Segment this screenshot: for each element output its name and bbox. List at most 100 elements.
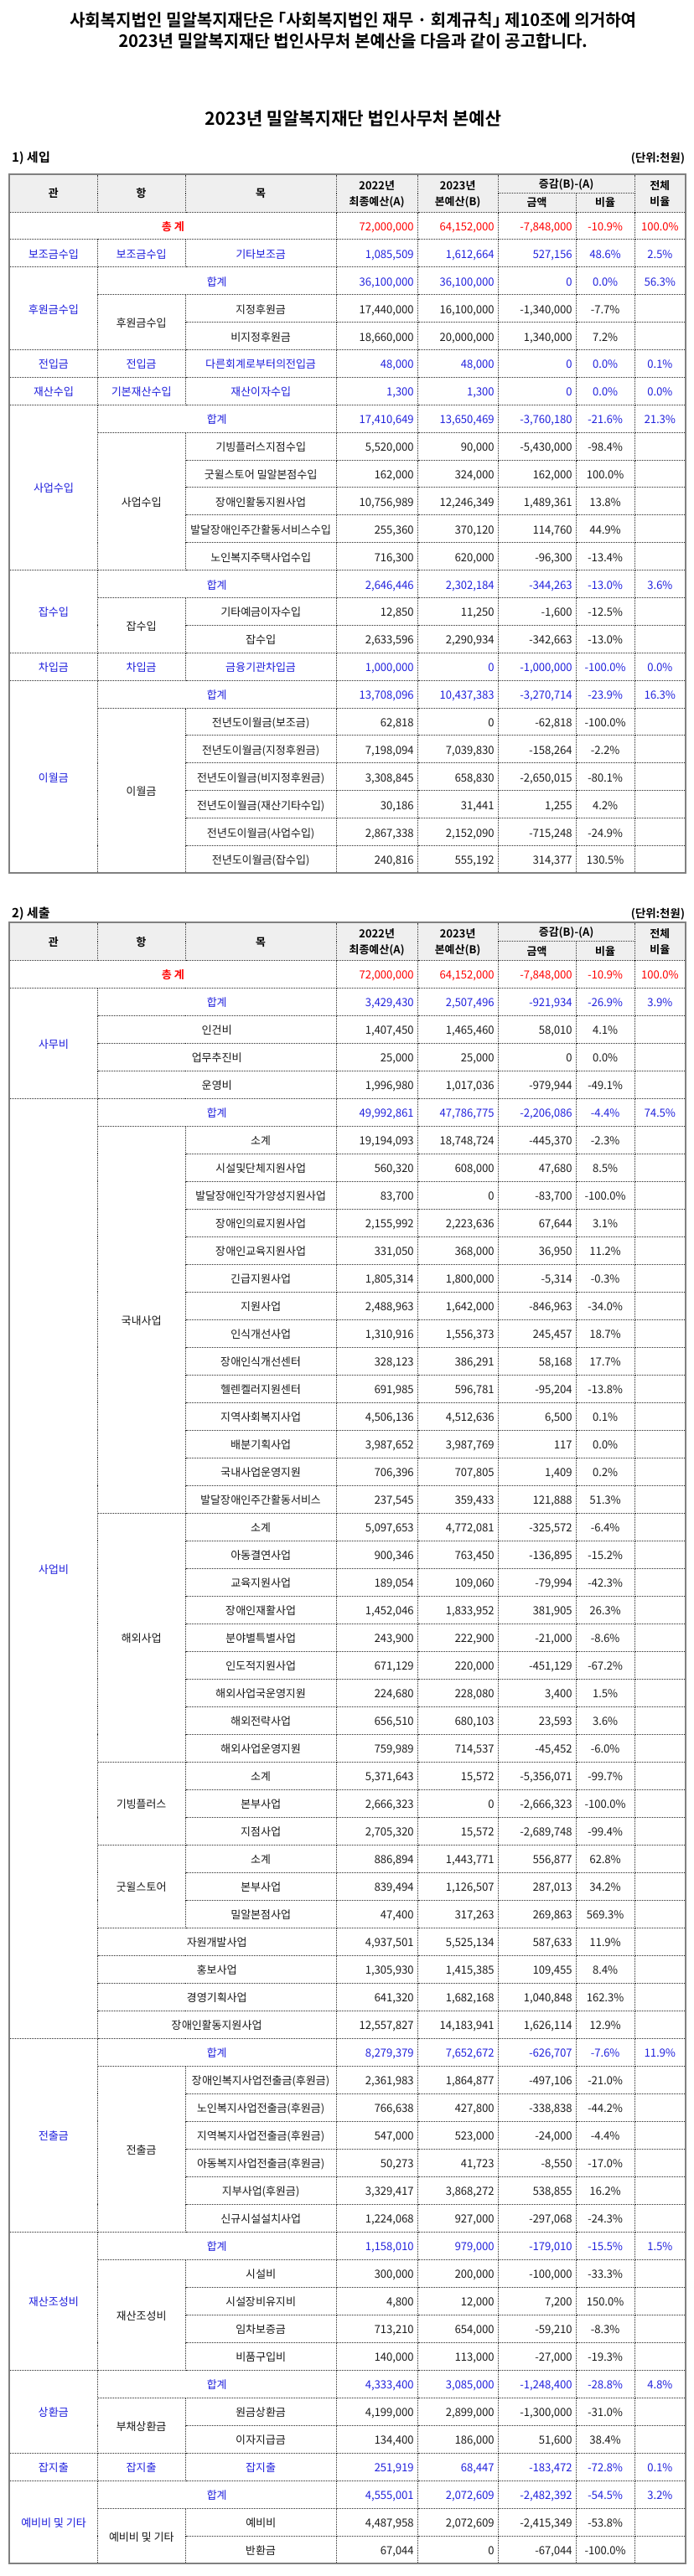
diff-rate-cell: -44.2% <box>575 2093 635 2122</box>
header-row-1: 관 항 목 2022년 최종예산(A) 2023년 본예산(B) 증감(B)-(A) 전체 비율 <box>8 173 686 213</box>
gwan-cell: 재산수입 <box>8 376 98 405</box>
diff-amount-cell: -338,838 <box>497 2093 577 2122</box>
diff-rate-cell: -13.8% <box>575 1374 635 1403</box>
value-2023-cell: 1,612,664 <box>417 239 499 268</box>
share-cell <box>634 1457 686 1486</box>
share-cell <box>634 735 686 764</box>
value-2022-cell: 1,158,010 <box>335 2231 418 2260</box>
table-row: 장애인활동지원사업 10,756,989 12,246,349 1,489,361 13… <box>9 487 686 516</box>
value-2022-cell: 237,545 <box>335 1484 418 1514</box>
mok-cell: 운영비 <box>96 1070 337 1099</box>
diff-rate-cell: -31.0% <box>575 2397 635 2426</box>
share-cell <box>634 2065 686 2094</box>
mok-cell: 장애인식개선센터 <box>184 1346 337 1376</box>
value-2023-cell: 2,152,090 <box>417 818 499 846</box>
hang-cell: 부채상환금 <box>96 2397 186 2454</box>
table-row: 전년도이월금(잡수입) 240,816 555,192 314,377 130.5% <box>9 844 686 874</box>
share-cell: 74.5% <box>634 1097 686 1127</box>
diff-rate-cell: 4.2% <box>575 790 635 819</box>
diff-rate-cell: 3.1% <box>575 1208 635 1237</box>
mok-cell: 본부사업 <box>184 1789 337 1818</box>
diff-amount-cell: 0 <box>497 376 577 405</box>
share-cell <box>634 624 686 653</box>
header-share: 전체 비율 <box>634 921 686 961</box>
share-cell <box>634 596 686 626</box>
diff-amount-cell: -62,818 <box>497 707 577 736</box>
mok-cell: 합계 <box>96 679 337 709</box>
mok-cell: 합계 <box>96 2231 337 2260</box>
diff-amount-cell: -24,000 <box>497 2120 577 2150</box>
value-2023-cell: 15,572 <box>417 1761 499 1790</box>
diff-rate-cell: -99.4% <box>575 1816 635 1846</box>
value-2023-cell: 317,263 <box>417 1899 499 1928</box>
value-2023-cell: 2,290,934 <box>417 624 499 653</box>
hang-cell: 기본재산수입 <box>96 376 186 405</box>
diff-rate-cell: 4.1% <box>575 1014 635 1044</box>
value-2023-cell: 90,000 <box>417 431 499 461</box>
value-2022-cell: 759,989 <box>335 1733 418 1763</box>
diff-amount-cell: -95,204 <box>497 1374 577 1403</box>
table-row: 지점사업 2,705,320 15,572 -2,689,748 -99.4% <box>9 1816 686 1846</box>
mok-cell: 교육지원사업 <box>184 1567 337 1597</box>
header-2022: 2022년 최종예산(A) <box>335 921 418 961</box>
mok-cell: 노인복지주택사업수입 <box>184 542 337 571</box>
value-2022-cell: 3,429,430 <box>335 987 418 1016</box>
value-2023-cell: 1,682,168 <box>417 1982 499 2011</box>
share-cell: 3.2% <box>634 2480 686 2509</box>
diff-rate-cell: -98.4% <box>575 431 635 461</box>
mok-cell: 기빙플러스지점수입 <box>184 431 337 461</box>
mok-cell: 지원사업 <box>184 1291 337 1320</box>
diff-rate-cell: -15.5% <box>575 2231 635 2260</box>
value-2023-cell: 979,000 <box>417 2231 499 2260</box>
diff-amount-cell: -2,415,349 <box>497 2507 577 2537</box>
mok-cell: 본부사업 <box>184 1871 337 1901</box>
share-cell <box>634 1595 686 1624</box>
table-row: 인건비 1,407,450 1,465,460 58,010 4.1% <box>9 1014 686 1044</box>
mok-cell: 지역복지사업전출금(후원금) <box>184 2120 337 2150</box>
mok-cell: 아동결연사업 <box>184 1540 337 1569</box>
share-cell: 11.9% <box>634 2037 686 2067</box>
share-cell <box>634 2259 686 2288</box>
diff-rate-cell: 150.0% <box>575 2286 635 2315</box>
share-cell <box>634 1567 686 1597</box>
table-row: 굿윌스토어 밀알본점수입 162,000 324,000 162,000 100.0% <box>9 459 686 488</box>
header-diff-amount: 금액 <box>497 941 577 961</box>
share-cell <box>634 2093 686 2122</box>
value-2023-cell: 1,443,771 <box>417 1844 499 1873</box>
mok-cell: 장애인활동지원사업 <box>184 487 337 516</box>
mok-cell: 인식개선사업 <box>184 1319 337 1348</box>
diff-amount-cell: 67,644 <box>497 1208 577 1237</box>
diff-rate-cell: -13.0% <box>575 570 635 598</box>
value-2023-cell: 4,772,081 <box>417 1512 499 1541</box>
diff-rate-cell: -26.9% <box>575 987 635 1016</box>
diff-rate-cell: -28.8% <box>575 2369 635 2398</box>
diff-rate-cell: -72.8% <box>575 2452 635 2481</box>
diff-rate-cell: -13.0% <box>575 624 635 653</box>
table-row: 발달장애인주간활동서비스수입 255,360 370,120 114,760 44.9% <box>9 514 686 544</box>
diff-amount-cell: -136,895 <box>497 1540 577 1569</box>
mok-cell: 배분기획사업 <box>184 1429 337 1458</box>
mok-cell: 경영기획사업 <box>96 1982 337 2011</box>
diff-amount-cell: 556,877 <box>497 1844 577 1873</box>
diff-rate-cell: -2.2% <box>575 735 635 764</box>
table-row: 본부사업 2,666,323 0 -2,666,323 -100.0% <box>9 1789 686 1818</box>
value-2023-cell: 1,642,000 <box>417 1291 499 1320</box>
expenditure-table: 관 항 목 2022년 최종예산(A) 2023년 본예산(B) 증감(B)-(A) 전체 비율 금… <box>8 921 687 2565</box>
hang-cell: 이월금 <box>96 707 186 874</box>
value-2023-cell: 427,800 <box>417 2093 499 2122</box>
mok-cell: 다른회계로부터의전입금 <box>184 348 337 378</box>
table-row: 재산수입 기본재산수입 재산이자수입 1,300 1,300 0 0.0% 0.0% <box>8 376 686 405</box>
diff-rate-cell: 17.7% <box>575 1346 635 1376</box>
value-2022-cell: 12,850 <box>335 596 418 626</box>
share-cell <box>634 2341 686 2371</box>
table-row: 지역사회복지사업 4,506,136 4,512,636 6,500 0.1% <box>9 1402 686 1431</box>
value-2022-cell: 1,224,068 <box>335 2203 418 2233</box>
diff-amount-cell: 245,457 <box>497 1319 577 1348</box>
header-row-2: 금액 비율 <box>9 193 686 213</box>
value-2023-cell: 1,833,952 <box>417 1595 499 1624</box>
announcement-line2: 2023년 밀알복지재단 법인사무처 본예산을 다음과 같이 공고합니다. <box>118 28 588 52</box>
value-2023-cell: 109,060 <box>417 1567 499 1597</box>
value-2023-cell: 1,126,507 <box>417 1871 499 1901</box>
diff-rate-cell: 11.2% <box>575 1236 635 1265</box>
hang-cell: 기빙플러스 <box>96 1761 186 1846</box>
